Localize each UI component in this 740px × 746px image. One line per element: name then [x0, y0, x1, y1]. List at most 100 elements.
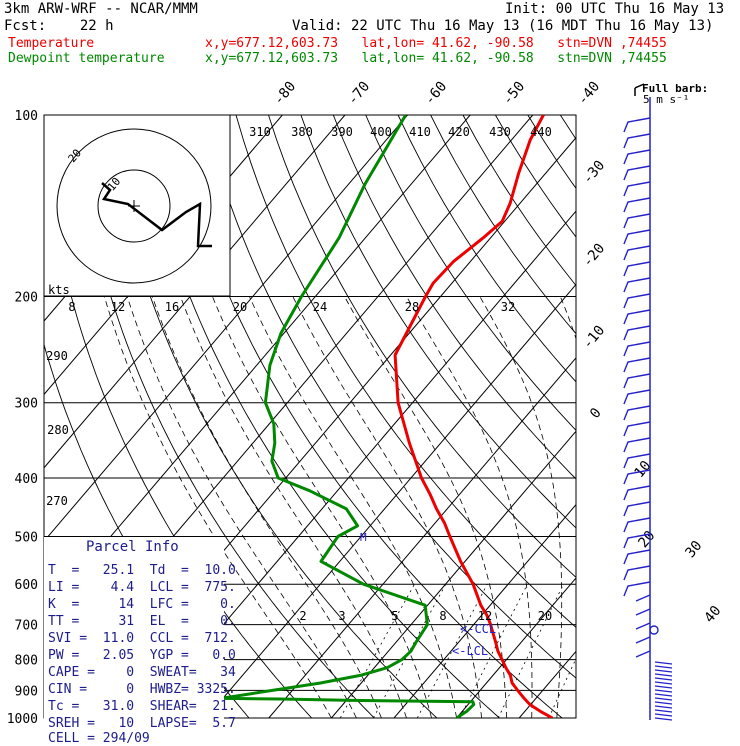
wind-barb	[624, 422, 650, 436]
parcel-row-t: T = 25.1 Td = 10.0	[48, 563, 236, 578]
dry-adiabat-label: 410	[409, 125, 431, 139]
dry-adiabat-label: 310	[249, 125, 271, 139]
dry-adiabat-line	[301, 115, 740, 718]
wind-barb	[655, 702, 672, 704]
wind-barb	[636, 637, 650, 643]
pressure-tick-label: 100	[15, 109, 38, 124]
dry-adiabat-label: 380	[291, 125, 313, 139]
hodograph-tick-label: 24	[313, 300, 327, 314]
wind-barb	[624, 342, 650, 356]
wind-barb	[624, 326, 650, 340]
parcel-info-panel: Parcel Info T = 25.1 Td = 10.0 LI = 4.4 …	[44, 537, 224, 733]
isotherm-label: -70	[345, 79, 374, 109]
dry-adiabat-line	[690, 115, 740, 718]
wind-barb	[624, 486, 650, 500]
dry-adiabat-label: 280	[47, 423, 69, 437]
mixing-ratio-label: 3	[338, 609, 345, 623]
ccl-marker: <-CCL	[460, 622, 496, 636]
isotherm-label: 20	[635, 528, 658, 551]
dry-adiabat-label: 390	[331, 125, 353, 139]
dry-adiabat-label: 430	[489, 125, 511, 139]
wind-barb	[636, 623, 650, 629]
wind-barb	[655, 682, 672, 684]
isotherm-line	[644, 115, 740, 718]
dry-adiabat-line	[398, 115, 740, 718]
wind-barb	[624, 134, 650, 148]
wind-barb	[655, 714, 672, 716]
dry-adiabat-label: 440	[530, 125, 552, 139]
wind-barb	[624, 214, 650, 228]
isotherm-label: 40	[701, 603, 724, 626]
wind-barb	[624, 230, 650, 244]
mixing-ratio-label: 8	[439, 609, 446, 623]
dry-adiabat-line	[528, 115, 740, 718]
pressure-tick-label: 500	[15, 530, 38, 545]
wind-barb	[655, 678, 672, 680]
parcel-row-svi: SVI = 11.0 CCL = 712.	[48, 631, 236, 646]
wind-barb	[624, 502, 650, 516]
isotherm-label: -50	[500, 79, 529, 109]
dry-adiabat-label: 400	[370, 125, 392, 139]
isotherm-label: 0	[587, 405, 605, 422]
dry-adiabat-line	[722, 115, 740, 718]
isotherm-label: -40	[575, 79, 604, 109]
dry-adiabat-line	[495, 115, 740, 718]
wind-barb	[624, 406, 650, 420]
wind-barb	[655, 670, 672, 672]
wind-barb	[655, 718, 672, 720]
lcl-marker: <-LCL	[452, 644, 488, 658]
parcel-row-li: LI = 4.4 LCL = 775.	[48, 580, 236, 595]
mixing-ratio-label: 2	[299, 609, 306, 623]
moist-adiabat-line	[560, 297, 598, 719]
wind-barb	[655, 710, 672, 712]
dry-adiabat-line	[269, 115, 740, 718]
wind-barb	[655, 706, 672, 708]
pressure-tick-label: 600	[15, 578, 38, 593]
hodograph-tick-label: 28	[405, 300, 419, 314]
wind-barb	[655, 690, 672, 692]
wind-barb	[624, 550, 650, 564]
wind-barb	[655, 694, 672, 696]
hodograph-tick-label: 8	[68, 300, 75, 314]
dry-adiabat-label: 420	[448, 125, 470, 139]
isotherm-line	[269, 115, 740, 718]
parcel-row-tt: TT = 31 EL = 0.	[48, 614, 236, 629]
isotherm-line	[582, 115, 740, 718]
wind-barb	[655, 674, 672, 676]
parcel-row-tc: Tc = 31.0 SHEAR= 21.	[48, 699, 236, 714]
hodograph-tick-label: 12	[111, 300, 125, 314]
wind-barb	[624, 262, 650, 276]
pressure-tick-label: 1000	[7, 712, 38, 727]
wind-barb	[624, 278, 650, 292]
parcel-row-cape: CAPE = 0 SWEAT= 34	[48, 665, 236, 680]
pressure-tick-label: 800	[15, 654, 38, 669]
hodograph-tick-label: 20	[233, 300, 247, 314]
wind-barb	[624, 182, 650, 196]
wind-barb	[624, 566, 650, 580]
wind-barb	[624, 438, 650, 452]
pressure-tick-label: 300	[15, 397, 38, 412]
hodograph-tick-label: 16	[165, 300, 179, 314]
isotherm-label: 10	[631, 458, 654, 481]
mixing-ratio-line	[340, 584, 414, 718]
dry-adiabat-label: 290	[46, 349, 68, 363]
wind-barb	[636, 651, 650, 657]
pressure-tick-label: 900	[15, 684, 38, 699]
dewpoint-profile	[223, 115, 474, 718]
mixing-ratio-label: 12	[478, 609, 492, 623]
wind-barb	[636, 595, 650, 601]
parcel-row-pw: PW = 2.05 YGP = 0.0	[48, 648, 236, 663]
wind-barb	[655, 662, 672, 664]
isotherm-line	[707, 115, 740, 718]
wind-barb	[655, 698, 672, 700]
isotherm-label: -80	[271, 79, 300, 109]
wind-barb	[636, 609, 650, 615]
dry-adiabat-label: 270	[46, 494, 68, 508]
pressure-tick-label: 700	[15, 619, 38, 634]
parcel-row-sreh: SREH = 10 LAPSE= 5.7	[48, 716, 236, 731]
wind-barb	[655, 686, 672, 688]
isotherm-label: -20	[580, 241, 609, 271]
moist-adiabat-line	[212, 297, 431, 719]
wind-barb	[624, 358, 650, 372]
dry-adiabat-line	[658, 115, 740, 718]
